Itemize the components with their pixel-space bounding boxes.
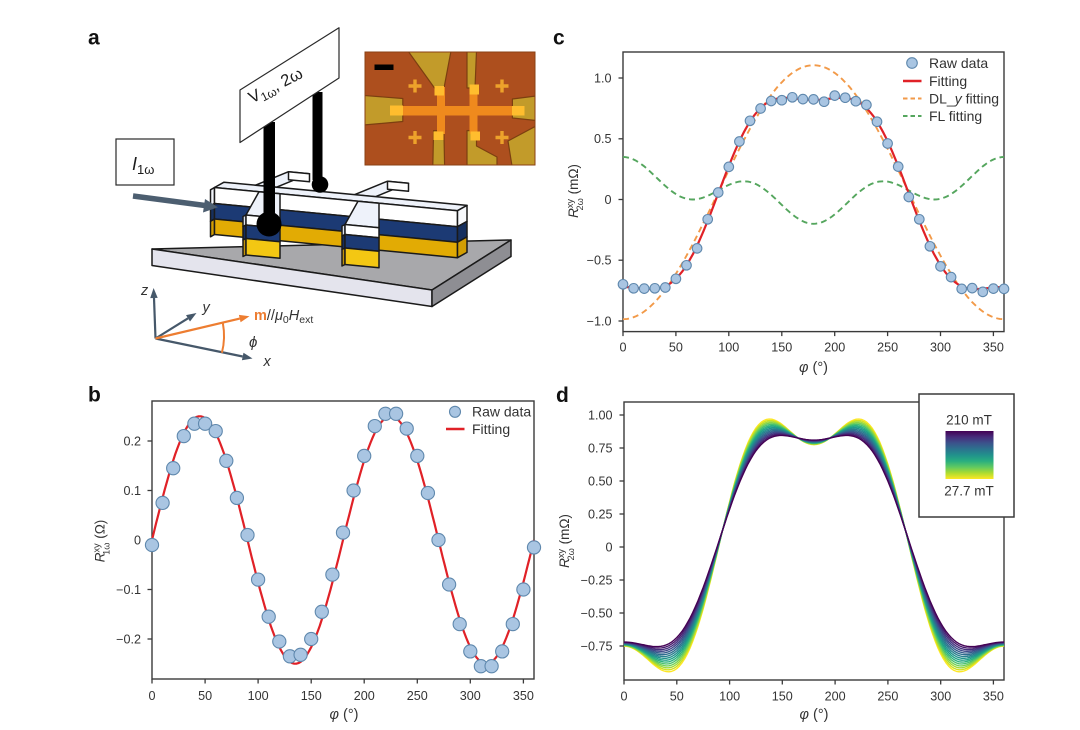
svg-text:−0.2: −0.2 (116, 632, 141, 646)
svg-text:0.25: 0.25 (588, 507, 613, 521)
svg-text:φ (°): φ (°) (800, 707, 829, 723)
svg-text:300: 300 (930, 690, 951, 704)
svg-text:d: d (556, 384, 569, 407)
svg-text:Fitting: Fitting (472, 421, 510, 437)
svg-text:DL_y fitting: DL_y fitting (929, 90, 999, 106)
svg-text:0: 0 (620, 690, 627, 704)
svg-text:100: 100 (718, 341, 739, 355)
svg-text:−0.25: −0.25 (581, 573, 613, 587)
svg-text:b: b (88, 384, 101, 407)
svg-text:0: 0 (134, 533, 141, 547)
svg-text:0.75: 0.75 (588, 441, 613, 455)
svg-text:I1ω: I1ω (132, 154, 154, 177)
svg-text:0.1: 0.1 (123, 484, 141, 498)
svg-text:350: 350 (983, 341, 1004, 355)
svg-text:Raw data: Raw data (472, 404, 531, 420)
svg-text:0: 0 (604, 193, 611, 207)
svg-text:φ (°): φ (°) (330, 707, 359, 723)
svg-text:200: 200 (824, 341, 845, 355)
svg-text:100: 100 (719, 690, 740, 704)
svg-text:Rxy2ω (mΩ): Rxy2ω (mΩ) (565, 164, 585, 218)
svg-text:a: a (88, 27, 100, 50)
svg-text:50: 50 (670, 690, 684, 704)
svg-text:200: 200 (825, 690, 846, 704)
svg-text:200: 200 (354, 689, 375, 703)
svg-text:250: 250 (877, 690, 898, 704)
svg-text:150: 150 (301, 689, 322, 703)
svg-text:250: 250 (877, 341, 898, 355)
svg-text:0: 0 (605, 540, 612, 554)
svg-text:0: 0 (619, 341, 626, 355)
svg-text:50: 50 (198, 689, 212, 703)
svg-text:0: 0 (148, 689, 155, 703)
svg-text:27.7 mT: 27.7 mT (944, 484, 994, 499)
svg-text:−1.0: −1.0 (587, 314, 612, 328)
svg-text:Fitting: Fitting (929, 73, 967, 89)
svg-text:−0.5: −0.5 (587, 254, 612, 268)
svg-text:y: y (202, 300, 211, 316)
svg-text:−0.1: −0.1 (116, 583, 141, 597)
svg-text:z: z (140, 283, 149, 299)
svg-text:Rxy1ω (Ω): Rxy1ω (Ω) (92, 520, 112, 563)
svg-text:Rxy2ω (mΩ): Rxy2ω (mΩ) (556, 514, 576, 568)
svg-text:φ (°): φ (°) (799, 360, 828, 376)
svg-text:c: c (553, 27, 565, 50)
svg-text:350: 350 (983, 690, 1004, 704)
svg-text:x: x (263, 354, 272, 370)
svg-text:Raw data: Raw data (929, 55, 988, 71)
svg-text:ϕ: ϕ (249, 334, 257, 351)
svg-text:1.0: 1.0 (594, 71, 612, 85)
svg-text:−0.50: −0.50 (581, 606, 613, 620)
svg-text:50: 50 (669, 341, 683, 355)
svg-text:m//μ0Hext: m//μ0Hext (254, 308, 313, 326)
svg-text:0.5: 0.5 (594, 132, 612, 146)
svg-text:300: 300 (460, 689, 481, 703)
svg-text:0.2: 0.2 (123, 434, 141, 448)
svg-text:250: 250 (407, 689, 428, 703)
svg-text:150: 150 (772, 690, 793, 704)
svg-text:350: 350 (513, 689, 534, 703)
svg-text:FL fitting: FL fitting (929, 108, 982, 124)
svg-text:150: 150 (771, 341, 792, 355)
svg-text:300: 300 (930, 341, 951, 355)
svg-text:−0.75: −0.75 (581, 639, 613, 653)
svg-text:0.50: 0.50 (588, 474, 613, 488)
svg-text:210 mT: 210 mT (946, 413, 992, 428)
svg-text:100: 100 (248, 689, 269, 703)
svg-text:1.00: 1.00 (588, 408, 613, 422)
